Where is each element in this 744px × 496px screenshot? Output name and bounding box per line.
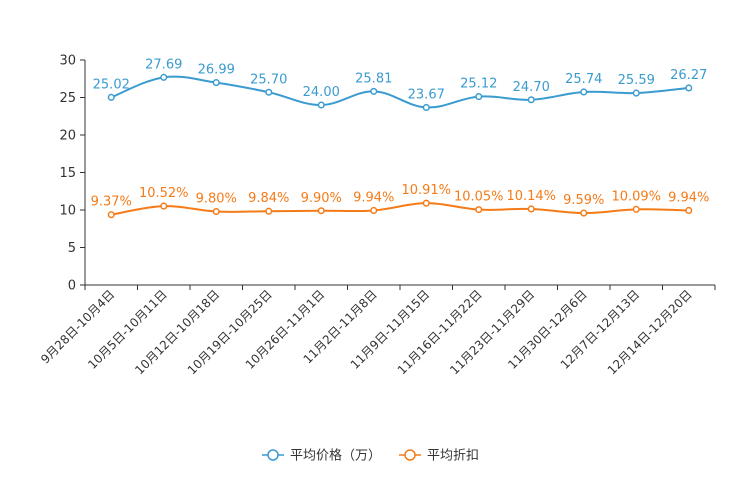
data-label: 24.00 (303, 85, 340, 100)
y-tick-label: 30 (59, 54, 76, 69)
data-point (580, 88, 588, 96)
data-label: 10.14% (506, 189, 556, 204)
y-tick-label: 20 (59, 129, 76, 144)
data-point (527, 96, 535, 104)
data-point (422, 103, 430, 112)
data-label: 23.67 (408, 87, 445, 102)
data-point (107, 93, 115, 101)
data-label: 9.90% (301, 191, 342, 206)
data-label: 25.12 (460, 77, 497, 92)
data-point (370, 87, 378, 95)
data-label: 25.02 (93, 77, 130, 92)
data-label: 9.59% (563, 193, 604, 208)
data-point (160, 202, 168, 210)
data-label: 25.74 (565, 72, 602, 87)
data-point (527, 205, 535, 213)
legend-label-2: 平均折扣 (427, 449, 479, 464)
data-label: 9.94% (353, 190, 394, 205)
legend-label-1: 平均价格（万） (290, 448, 381, 464)
data-point (632, 205, 640, 213)
data-label: 9.37% (91, 195, 132, 210)
data-label: 10.05% (454, 190, 504, 205)
data-label: 25.81 (355, 71, 392, 86)
data-point (632, 89, 640, 97)
series-line-1 (110, 75, 689, 109)
series-line-2 (111, 202, 689, 216)
data-point (317, 207, 325, 215)
legend-marker-1 (267, 449, 279, 461)
y-tick-label: 0 (68, 279, 76, 294)
data-label: 26.99 (198, 63, 235, 78)
data-label: 25.70 (250, 72, 287, 87)
y-tick-label: 25 (59, 91, 76, 106)
data-point (160, 73, 168, 81)
data-label: 9.94% (668, 190, 709, 205)
data-point (317, 101, 325, 109)
data-point (580, 209, 588, 217)
data-point (422, 199, 430, 207)
data-point (475, 93, 483, 101)
data-point (475, 206, 483, 214)
data-label: 10.91% (401, 183, 451, 198)
data-point (370, 206, 378, 214)
data-point (685, 84, 693, 92)
data-label: 9.84% (248, 191, 289, 206)
data-point (265, 88, 273, 96)
data-label: 9.80% (196, 192, 237, 207)
y-tick-label: 15 (59, 166, 76, 181)
data-label: 10.52% (139, 186, 189, 201)
legend-marker-2 (404, 449, 416, 461)
data-label: 10.09% (611, 189, 661, 204)
data-point (212, 207, 220, 216)
data-point (265, 207, 273, 215)
data-label: 25.59 (618, 73, 655, 88)
data-point (107, 211, 115, 219)
y-tick-label: 10 (59, 204, 76, 219)
data-label: 26.27 (670, 68, 707, 83)
data-point (685, 206, 693, 214)
data-point (212, 79, 220, 87)
data-label: 24.70 (513, 80, 550, 95)
y-tick-label: 5 (68, 241, 76, 256)
data-label: 27.69 (145, 57, 182, 72)
